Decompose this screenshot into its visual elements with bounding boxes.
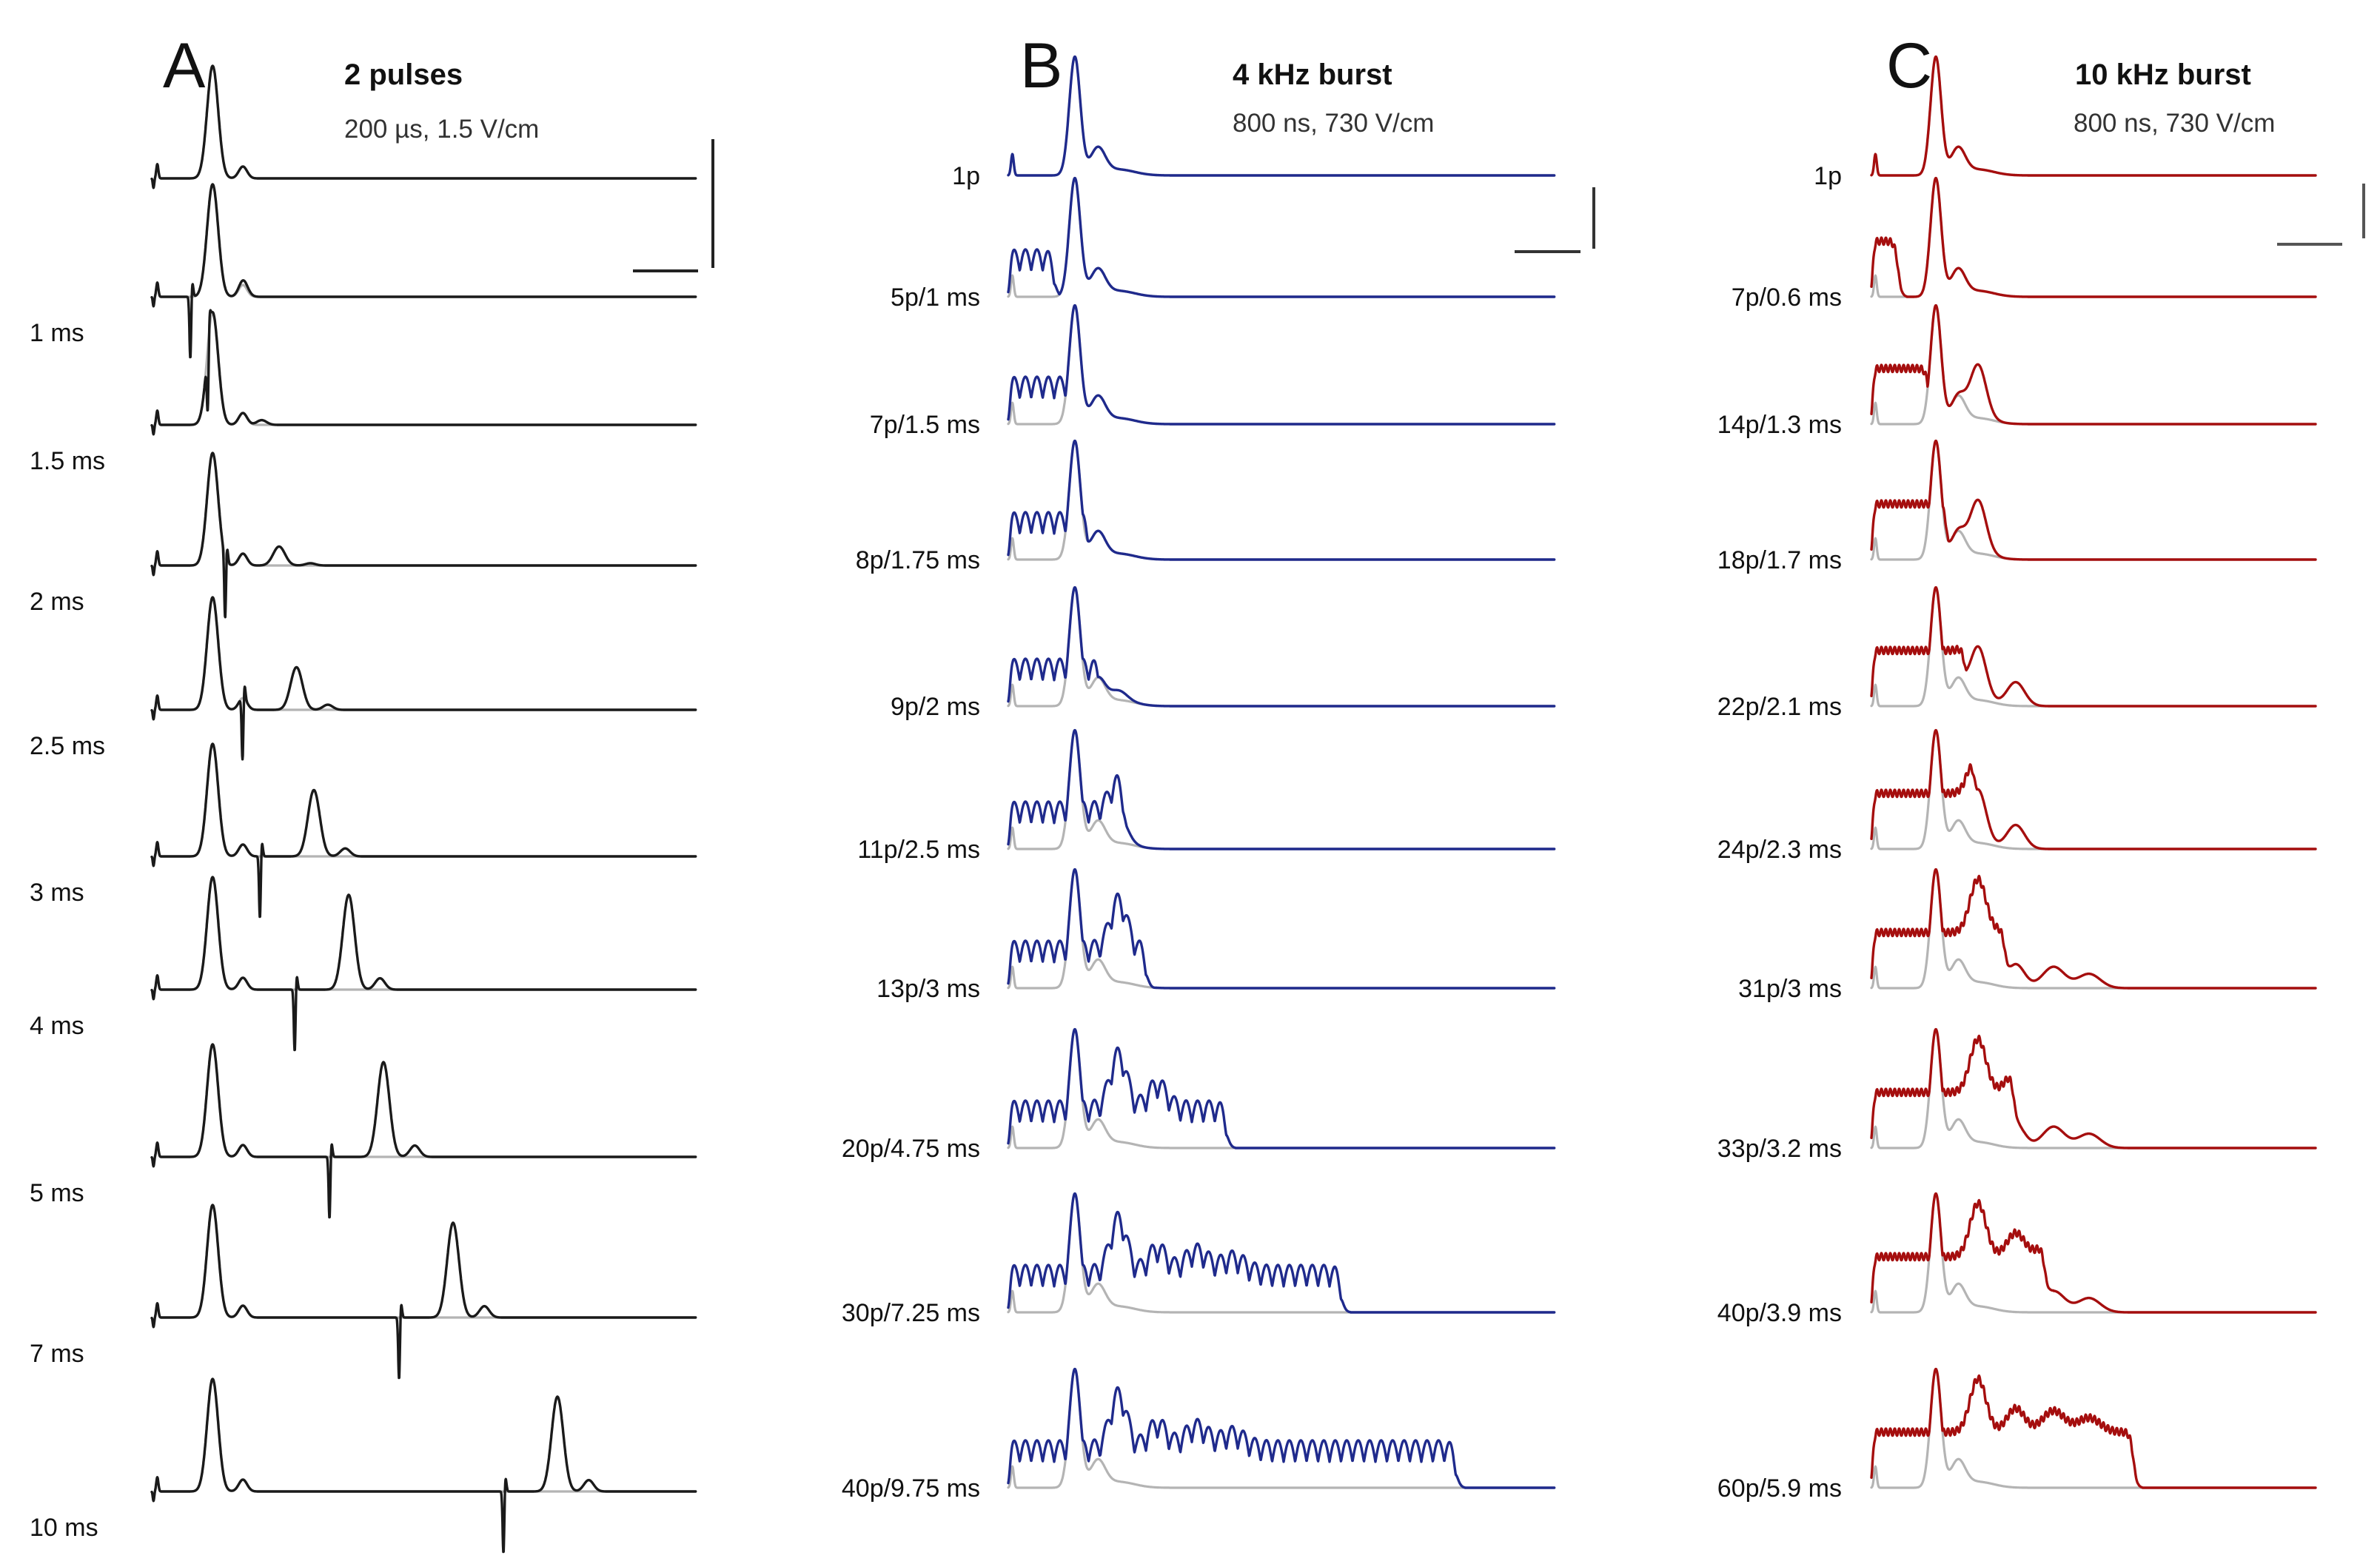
panel-c-traces	[1870, 55, 2317, 1489]
panel-b-row-label-2: 7p/1.5 ms	[870, 411, 980, 439]
panel-c-trace-2	[1870, 303, 2317, 426]
panel-b-trace-0	[1007, 55, 1556, 177]
panel-b-trace-3	[1007, 439, 1556, 561]
panel-a-row-label-5: 3 ms	[30, 879, 84, 907]
panel-b-reference-trace-7	[1007, 1027, 1556, 1149]
panel-a-reference-trace-9	[150, 1377, 697, 1503]
panel-a-trace-5	[150, 742, 697, 919]
panel-b-trace-1	[1007, 176, 1556, 298]
panel-a: A 2 pulses 200 µs, 1.5 V/cm 1 ms 1.5 ms 2 …	[30, 30, 714, 1554]
panel-c-trace-0	[1870, 55, 2317, 177]
panel-b-trace-7	[1007, 1027, 1556, 1149]
panel-c-row-label-4: 22p/2.1 ms	[1717, 693, 1842, 721]
panel-c-subtitle: 800 ns, 730 V/cm	[2074, 109, 2275, 138]
panel-a-scale-bar	[633, 139, 714, 272]
panel-b: B 4 kHz burst 800 ns, 730 V/cm 1p 5p/1 ms…	[842, 30, 1595, 1503]
panel-b-row-label-6: 13p/3 ms	[876, 975, 980, 1003]
panel-c-row-label-2: 14p/1.3 ms	[1717, 411, 1842, 439]
panel-a-reference-trace-5	[150, 742, 697, 867]
panel-c-row-label-1: 7p/0.6 ms	[1732, 283, 1842, 312]
panel-b-reference-trace-5	[1007, 728, 1556, 850]
panel-a-row-label-7: 5 ms	[30, 1179, 84, 1207]
panel-b-reference-trace-9	[1007, 1367, 1556, 1489]
panel-b-letter: B	[1020, 30, 1062, 101]
panel-a-row-labels: 1 ms 1.5 ms 2 ms 2.5 ms 3 ms 4 ms 5 ms 7 ms 10 m…	[30, 319, 105, 1542]
panel-c-trace-8	[1870, 1192, 2317, 1314]
panel-a-reference-trace-1	[150, 183, 697, 308]
panel-c-trace-6	[1870, 867, 2317, 990]
panel-b-traces	[1007, 55, 1556, 1489]
panel-b-trace-5	[1007, 728, 1556, 850]
panel-b-row-labels: 1p 5p/1 ms 7p/1.5 ms 8p/1.75 ms 9p/2 ms 11p/2…	[842, 162, 980, 1503]
panel-a-row-label-8: 7 ms	[30, 1340, 84, 1368]
panel-b-row-label-8: 30p/7.25 ms	[842, 1299, 980, 1327]
panel-c-row-label-8: 40p/3.9 ms	[1717, 1299, 1842, 1327]
panel-c-row-label-7: 33p/3.2 ms	[1717, 1135, 1842, 1163]
panel-c: C 10 kHz burst 800 ns, 730 V/cm 1p 7p/0.6…	[1717, 30, 2365, 1503]
panel-b-row-label-1: 5p/1 ms	[891, 283, 980, 312]
panel-c-scale-bar	[2277, 184, 2365, 246]
panel-a-trace-7	[150, 1043, 697, 1219]
panel-c-trace-1	[1870, 176, 2317, 298]
panel-c-trace-9	[1870, 1367, 2317, 1489]
panel-c-trace-4	[1870, 585, 2317, 708]
panel-c-trace-3	[1870, 439, 2317, 561]
panel-b-trace-8	[1007, 1192, 1556, 1314]
panel-c-row-label-3: 18p/1.7 ms	[1717, 546, 1842, 574]
panel-a-traces	[150, 64, 697, 1554]
panel-a-trace-4	[150, 596, 697, 761]
panel-c-row-labels: 1p 7p/0.6 ms 14p/1.3 ms 18p/1.7 ms 22p/2.1 m…	[1717, 162, 1842, 1503]
panel-c-letter: C	[1886, 30, 1932, 101]
panel-a-reference-trace-4	[150, 596, 697, 721]
panel-a-reference-trace-6	[150, 876, 697, 1001]
panel-c-title: 10 kHz burst	[2075, 58, 2251, 91]
panel-a-title: 2 pulses	[344, 58, 463, 91]
panel-a-trace-6	[150, 876, 697, 1052]
panel-a-reference-trace-3	[150, 452, 697, 577]
panel-b-title: 4 kHz burst	[1233, 58, 1392, 91]
panel-c-trace-5	[1870, 728, 2317, 850]
panel-a-reference-trace-2	[150, 311, 697, 436]
panel-b-trace-4	[1007, 585, 1556, 708]
panel-a-trace-8	[150, 1204, 697, 1380]
panel-b-row-label-7: 20p/4.75 ms	[842, 1135, 980, 1163]
panel-b-row-label-0: 1p	[952, 162, 980, 190]
panel-a-trace-2	[150, 309, 697, 436]
panel-b-reference-trace-8	[1007, 1192, 1556, 1314]
panel-a-trace-1	[150, 183, 697, 359]
panel-a-trace-9	[150, 1377, 697, 1554]
panel-b-trace-9	[1007, 1367, 1556, 1489]
panel-a-row-label-4: 2.5 ms	[30, 732, 105, 760]
panel-a-row-label-3: 2 ms	[30, 588, 84, 616]
panel-a-subtitle: 200 µs, 1.5 V/cm	[344, 115, 539, 144]
panel-b-trace-6	[1007, 867, 1556, 990]
panel-a-letter: A	[163, 30, 206, 101]
panel-b-row-label-3: 8p/1.75 ms	[856, 546, 980, 574]
panel-b-trace-2	[1007, 303, 1556, 426]
panel-b-row-label-9: 40p/9.75 ms	[842, 1474, 980, 1503]
panel-a-trace-3	[150, 452, 697, 619]
panel-a-reference-trace-7	[150, 1043, 697, 1168]
panel-b-scale-bar	[1515, 187, 1595, 253]
panel-c-row-label-5: 24p/2.3 ms	[1717, 836, 1842, 864]
panel-a-row-label-6: 4 ms	[30, 1012, 84, 1040]
panel-c-row-label-9: 60p/5.9 ms	[1717, 1474, 1842, 1503]
panel-c-trace-7	[1870, 1027, 2317, 1149]
panel-b-reference-trace-4	[1007, 585, 1556, 708]
panel-a-trace-0	[150, 64, 697, 189]
panel-b-row-label-5: 11p/2.5 ms	[857, 836, 980, 864]
panel-a-row-label-2: 1.5 ms	[30, 447, 105, 475]
panel-b-row-label-4: 9p/2 ms	[891, 693, 980, 721]
panel-a-reference-trace-8	[150, 1204, 697, 1329]
panel-b-reference-trace-6	[1007, 867, 1556, 990]
panel-c-row-label-6: 31p/3 ms	[1738, 975, 1842, 1003]
panel-a-row-label-1: 1 ms	[30, 319, 84, 347]
panel-a-row-label-9: 10 ms	[30, 1514, 98, 1542]
panel-c-row-label-0: 1p	[1814, 162, 1842, 190]
panel-b-subtitle: 800 ns, 730 V/cm	[1233, 109, 1434, 138]
